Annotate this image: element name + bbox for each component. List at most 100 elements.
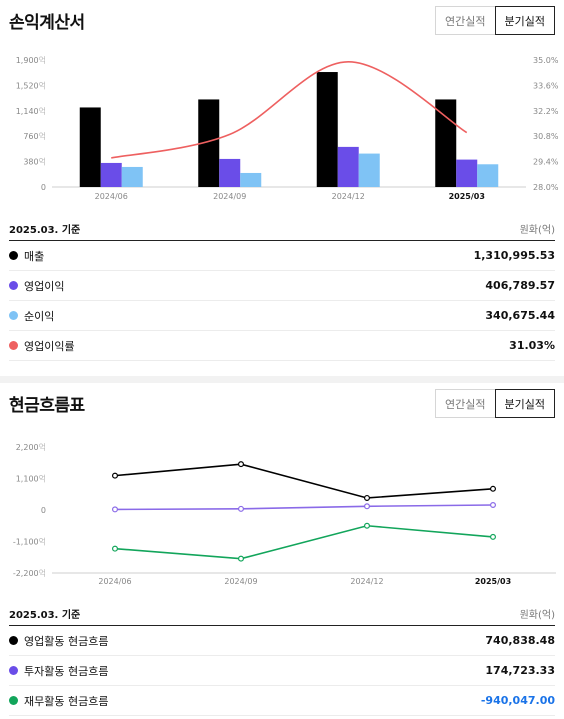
income-unit: 원화(억) [519, 225, 555, 236]
legend-item-financing-cash-flow: 재무활동 현금흐름 -940,047.00 [9, 686, 555, 716]
y2-axis-tick-label: 33.6% [533, 81, 559, 90]
income-statement-section: 손익계산서 연간실적 분기실적 1,900억 1,520억 1,140억 760억 38… [9, 6, 559, 361]
y2-axis-tick-label: 32.2% [533, 107, 559, 116]
series-point-영업활동 현금흐름 [364, 494, 371, 501]
bar-영업이익 [456, 159, 478, 187]
income-legend-header: 2025.03. 기준 원화(억) [9, 217, 555, 241]
y-axis-tick-label: -2,200억 [13, 568, 46, 578]
series-point-투자활동 현금흐름 [238, 505, 245, 512]
bar-영업이익 [337, 146, 359, 187]
series-point-투자활동 현금흐름 [490, 501, 497, 508]
income-quarterly-button[interactable]: 분기실적 [494, 6, 555, 35]
y2-axis-tick-label: 30.8% [533, 132, 559, 141]
cash-annual-button[interactable]: 연간실적 [435, 389, 496, 418]
income-chart: 1,900억 1,520억 1,140억 760억 380억 0 35.0% 33.6% 32.… [16, 55, 559, 201]
legend-item-investing-cash-flow: 투자활동 현금흐름 174,723.33 [9, 656, 555, 686]
income-statement-title: 손익계산서 [9, 13, 85, 33]
cash-quarterly-button[interactable]: 분기실적 [494, 389, 555, 418]
x-axis-tick-label: 2024/06 [98, 577, 131, 586]
legend-item-operating-income: 영업이익 406,789.57 [9, 271, 555, 301]
cash-flow-section: 현금흐름표 연간실적 분기실적 2,200억 1,100억 0 -1,100억 -2,2… [0, 383, 564, 719]
bar-순이익 [477, 164, 499, 187]
income-legend-list: 매출 1,310,995.53 영업이익 406,789.57 순이익 340,… [9, 241, 555, 361]
bar-순이익 [240, 172, 262, 187]
legend-value: 174,723.33 [485, 664, 555, 677]
cash-basis-date: 2025.03. 기준 [9, 610, 81, 621]
legend-label: 영업이익 [24, 279, 65, 293]
legend-value: 340,675.44 [485, 309, 555, 322]
legend-value: 406,789.57 [485, 279, 555, 292]
legend-value: 1,310,995.53 [473, 249, 555, 262]
x-axis-tick-label: 2024/12 [350, 577, 383, 586]
y-axis-tick-label: 1,140억 [16, 106, 46, 116]
investing-cf-dot-icon [9, 666, 18, 675]
legend-item-operating-cash-flow: 영업활동 현금흐름 740,838.48 [9, 626, 555, 656]
cash-unit: 원화(억) [519, 610, 555, 621]
x-axis-tick-label: 2025/03 [475, 577, 511, 586]
legend-item-operating-margin: 영업이익률 31.03% [9, 331, 555, 361]
cash-period-toggle: 연간실적 분기실적 [435, 389, 555, 418]
y-axis-tick-label: 1,520억 [16, 80, 46, 90]
cash-flow-chart: 2,200억 1,100억 0 -1,100억 -2,200억 2024/06 2024/0… [13, 442, 556, 586]
y-axis-tick-label: 2,200억 [16, 442, 46, 452]
bar-매출 [435, 99, 457, 187]
income-annual-button[interactable]: 연간실적 [435, 6, 496, 35]
operating-income-dot-icon [9, 281, 18, 290]
series-point-재무활동 현금흐름 [111, 545, 118, 552]
legend-value: -940,047.00 [480, 694, 555, 707]
y-axis-tick-label: 0 [41, 183, 46, 192]
operating-margin-dot-icon [9, 341, 18, 350]
y-axis-tick-label: 760억 [23, 131, 46, 141]
cash-flow-title: 현금흐름표 [9, 396, 85, 416]
x-axis-tick-label: 2024/09 [224, 577, 257, 586]
cash-legend-header: 2025.03. 기준 원화(억) [9, 602, 555, 626]
legend-label: 투자활동 현금흐름 [24, 664, 109, 678]
bar-매출 [316, 72, 338, 187]
bar-순이익 [358, 153, 380, 187]
income-basis-date: 2025.03. 기준 [9, 225, 81, 236]
series-point-재무활동 현금흐름 [238, 555, 245, 562]
series-point-투자활동 현금흐름 [364, 503, 371, 510]
legend-item-net-income: 순이익 340,675.44 [9, 301, 555, 331]
net-income-dot-icon [9, 311, 18, 320]
x-axis-tick-label: 2024/12 [332, 192, 365, 201]
operating-margin-line [111, 61, 468, 159]
series-point-영업활동 현금흐름 [490, 485, 497, 492]
bar-영업이익 [219, 158, 241, 187]
x-axis-tick-label: 2025/03 [449, 192, 485, 201]
y-axis-tick-label: 1,100억 [16, 474, 46, 484]
y2-axis-tick-label: 28.0% [533, 183, 559, 192]
legend-value: 740,838.48 [485, 634, 555, 647]
y-axis-tick-label: 1,900억 [16, 55, 46, 65]
legend-value: 31.03% [509, 339, 555, 352]
series-point-재무활동 현금흐름 [364, 522, 371, 529]
operating-cf-dot-icon [9, 636, 18, 645]
series-point-영업활동 현금흐름 [238, 461, 245, 468]
series-line-재무활동 현금흐름 [114, 524, 494, 560]
x-axis-tick-label: 2024/06 [95, 192, 128, 201]
y-axis-tick-label: -1,100억 [13, 537, 46, 547]
legend-item-revenue: 매출 1,310,995.53 [9, 241, 555, 271]
revenue-dot-icon [9, 251, 18, 260]
series-point-재무활동 현금흐름 [490, 533, 497, 540]
bar-매출 [198, 99, 220, 187]
section-divider [0, 376, 564, 383]
series-point-투자활동 현금흐름 [111, 506, 118, 513]
income-period-toggle: 연간실적 분기실적 [435, 6, 555, 35]
y2-axis-tick-label: 35.0% [533, 56, 559, 65]
y-axis-tick-label: 380억 [23, 157, 46, 167]
bar-매출 [79, 107, 101, 187]
legend-label: 순이익 [24, 309, 55, 323]
series-line-투자활동 현금흐름 [114, 504, 494, 511]
legend-label: 매출 [24, 249, 45, 263]
series-line-영업활동 현금흐름 [114, 463, 494, 499]
financing-cf-dot-icon [9, 696, 18, 705]
y2-axis-tick-label: 29.4% [533, 158, 559, 167]
y-axis-tick-label: 0 [41, 506, 46, 515]
cash-legend-list: 영업활동 현금흐름 740,838.48 투자활동 현금흐름 174,723.3… [9, 626, 555, 716]
x-axis-tick-label: 2024/09 [213, 192, 246, 201]
bar-순이익 [121, 166, 143, 187]
bar-영업이익 [100, 162, 122, 187]
legend-label: 재무활동 현금흐름 [24, 694, 109, 708]
series-point-영업활동 현금흐름 [111, 472, 118, 479]
